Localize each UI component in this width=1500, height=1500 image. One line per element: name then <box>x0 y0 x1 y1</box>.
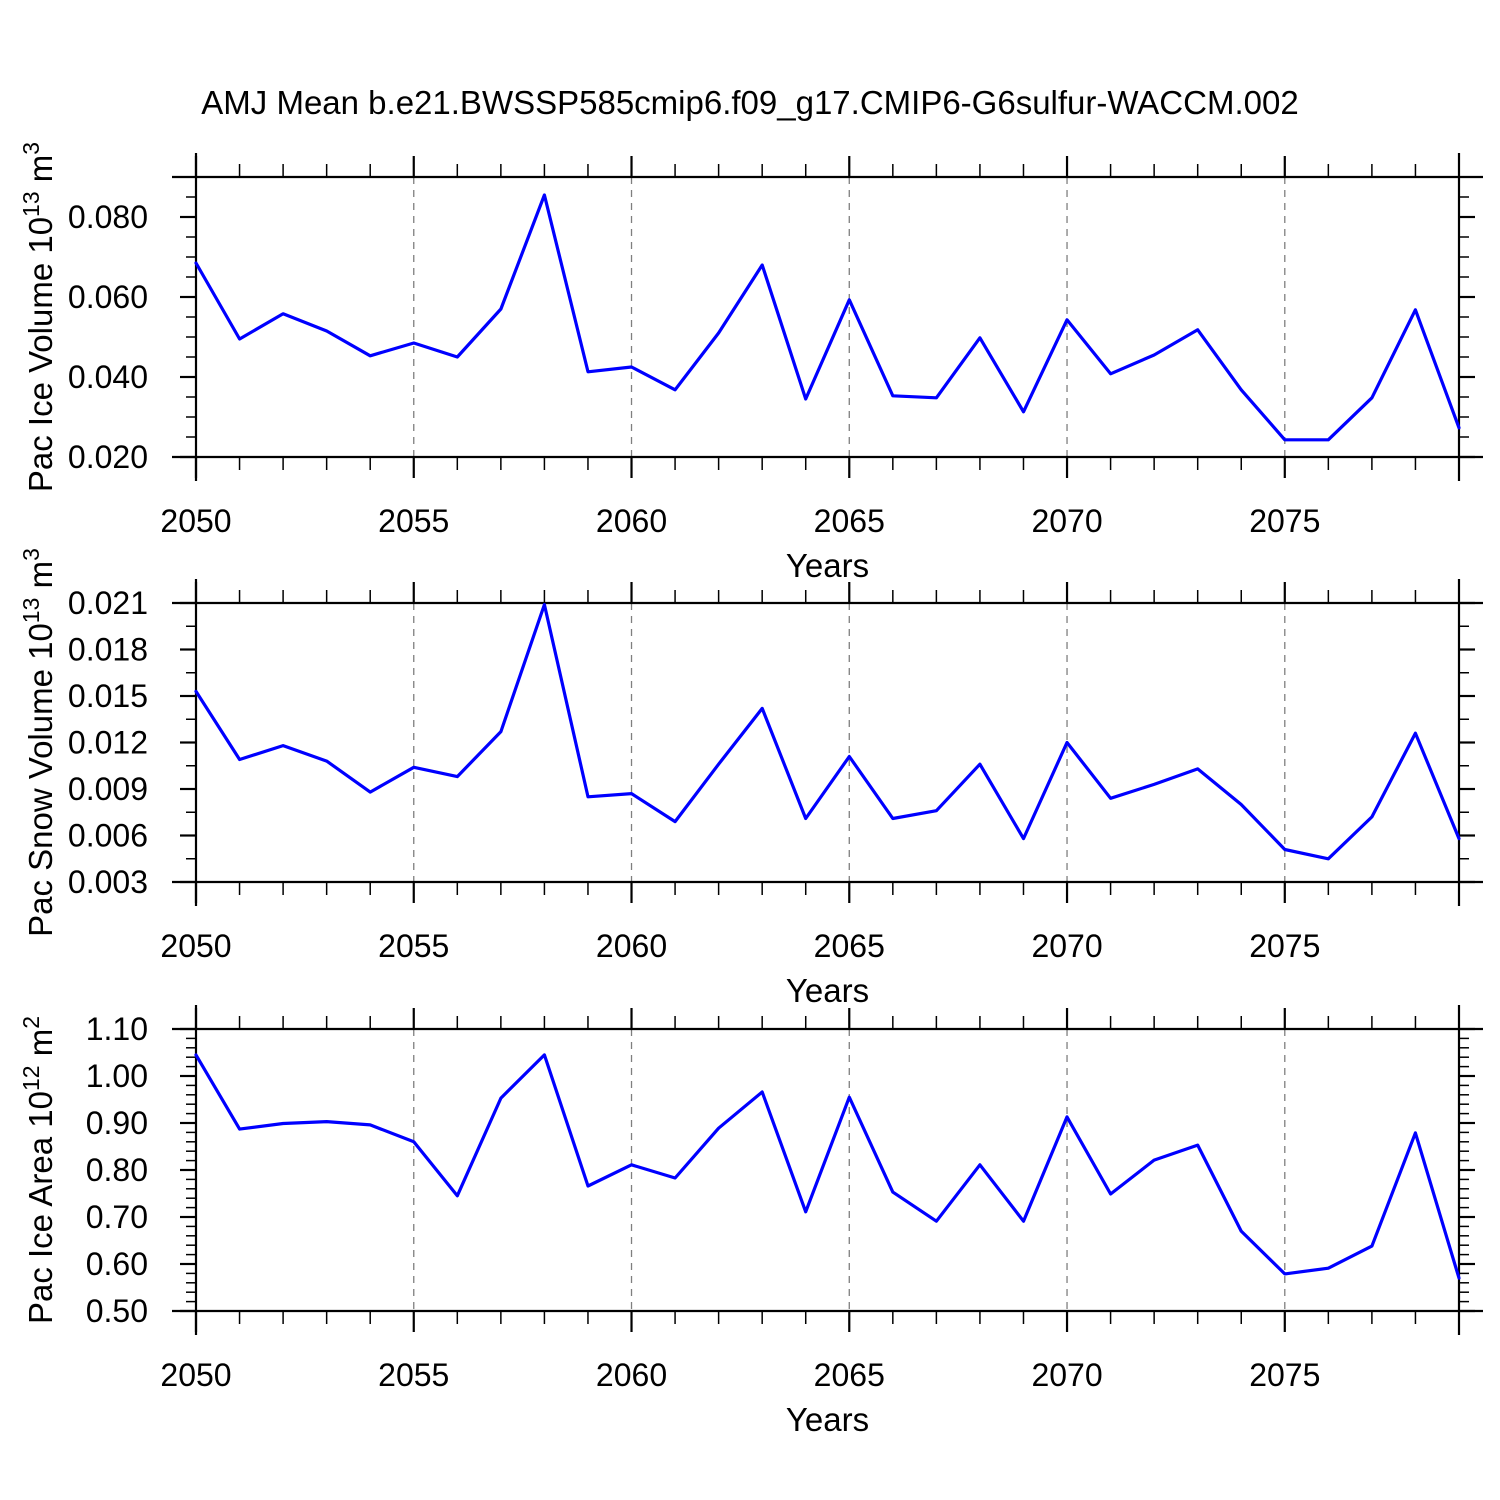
y-tick-label: 0.021 <box>68 585 148 621</box>
x-tick-label: 2050 <box>160 503 231 539</box>
ice-area-line <box>194 1053 1461 1280</box>
y-tick-label: 0.50 <box>86 1293 148 1329</box>
y-axis-title: Pac Snow Volume 1013 m3 <box>18 548 59 937</box>
y-tick-label: 0.80 <box>86 1152 148 1188</box>
y-tick-label: 1.00 <box>86 1058 148 1094</box>
x-tick-label: 2050 <box>160 1357 231 1393</box>
y-tick-label: 0.080 <box>68 199 148 235</box>
x-tick-label: 2065 <box>814 1357 885 1393</box>
y-tick-label: 0.040 <box>68 359 148 395</box>
y-tick-label: 0.015 <box>68 678 148 714</box>
x-tick-label: 2075 <box>1249 1357 1320 1393</box>
panel-snow-volume: 0.003 0.006 0.009 0.012 0.015 0.018 0.021 2050 2… <box>18 548 1483 1009</box>
x-tick-label: 2060 <box>596 503 667 539</box>
x-tick-label: 2075 <box>1249 503 1320 539</box>
x-tick-label: 2060 <box>596 1357 667 1393</box>
y-tick-label: 0.70 <box>86 1199 148 1235</box>
panel-ice-area: 0.50 0.60 0.70 0.80 0.90 1.00 1.10 2050 2055 2060… <box>18 1005 1483 1438</box>
y-tick-label: 1.10 <box>86 1011 148 1047</box>
y-tick-label: 0.006 <box>68 818 148 854</box>
chart-title: AMJ Mean b.e21.BWSSP585cmip6.f09_g17.CMI… <box>201 84 1298 121</box>
y-tick-label: 0.003 <box>68 864 148 900</box>
x-axis-title: Years <box>786 547 869 584</box>
x-tick-label: 2065 <box>814 503 885 539</box>
x-axis-title: Years <box>786 1401 869 1438</box>
x-tick-label: 2075 <box>1249 928 1320 964</box>
y-tick-label: 0.018 <box>68 632 148 668</box>
x-tick-label: 2070 <box>1031 503 1102 539</box>
snow-volume-line <box>194 602 1461 861</box>
x-tick-label: 2060 <box>596 928 667 964</box>
y-tick-label: 0.020 <box>68 439 148 475</box>
x-tick-label: 2065 <box>814 928 885 964</box>
x-tick-label: 2070 <box>1031 1357 1102 1393</box>
y-tick-label: 0.90 <box>86 1105 148 1141</box>
y-axis-title: Pac Ice Volume 1013 m3 <box>18 142 59 492</box>
x-tick-label: 2055 <box>378 928 449 964</box>
panels-container: 0.020 0.040 0.060 0.080 2050 2055 2060 2065 2070… <box>18 142 1483 1438</box>
y-tick-label: 0.60 <box>86 1246 148 1282</box>
x-axis-title: Years <box>786 972 869 1009</box>
y-axis-title: Pac Ice Area 1012 m2 <box>18 1016 59 1324</box>
y-tick-label: 0.012 <box>68 725 148 761</box>
x-tick-label: 2050 <box>160 928 231 964</box>
ice-volume-line <box>194 193 1461 442</box>
x-tick-label: 2055 <box>378 1357 449 1393</box>
y-tick-label: 0.009 <box>68 771 148 807</box>
x-tick-label: 2070 <box>1031 928 1102 964</box>
y-tick-label: 0.060 <box>68 279 148 315</box>
x-tick-label: 2055 <box>378 503 449 539</box>
panel-ice-volume: 0.020 0.040 0.060 0.080 2050 2055 2060 2065 2070… <box>18 142 1483 584</box>
